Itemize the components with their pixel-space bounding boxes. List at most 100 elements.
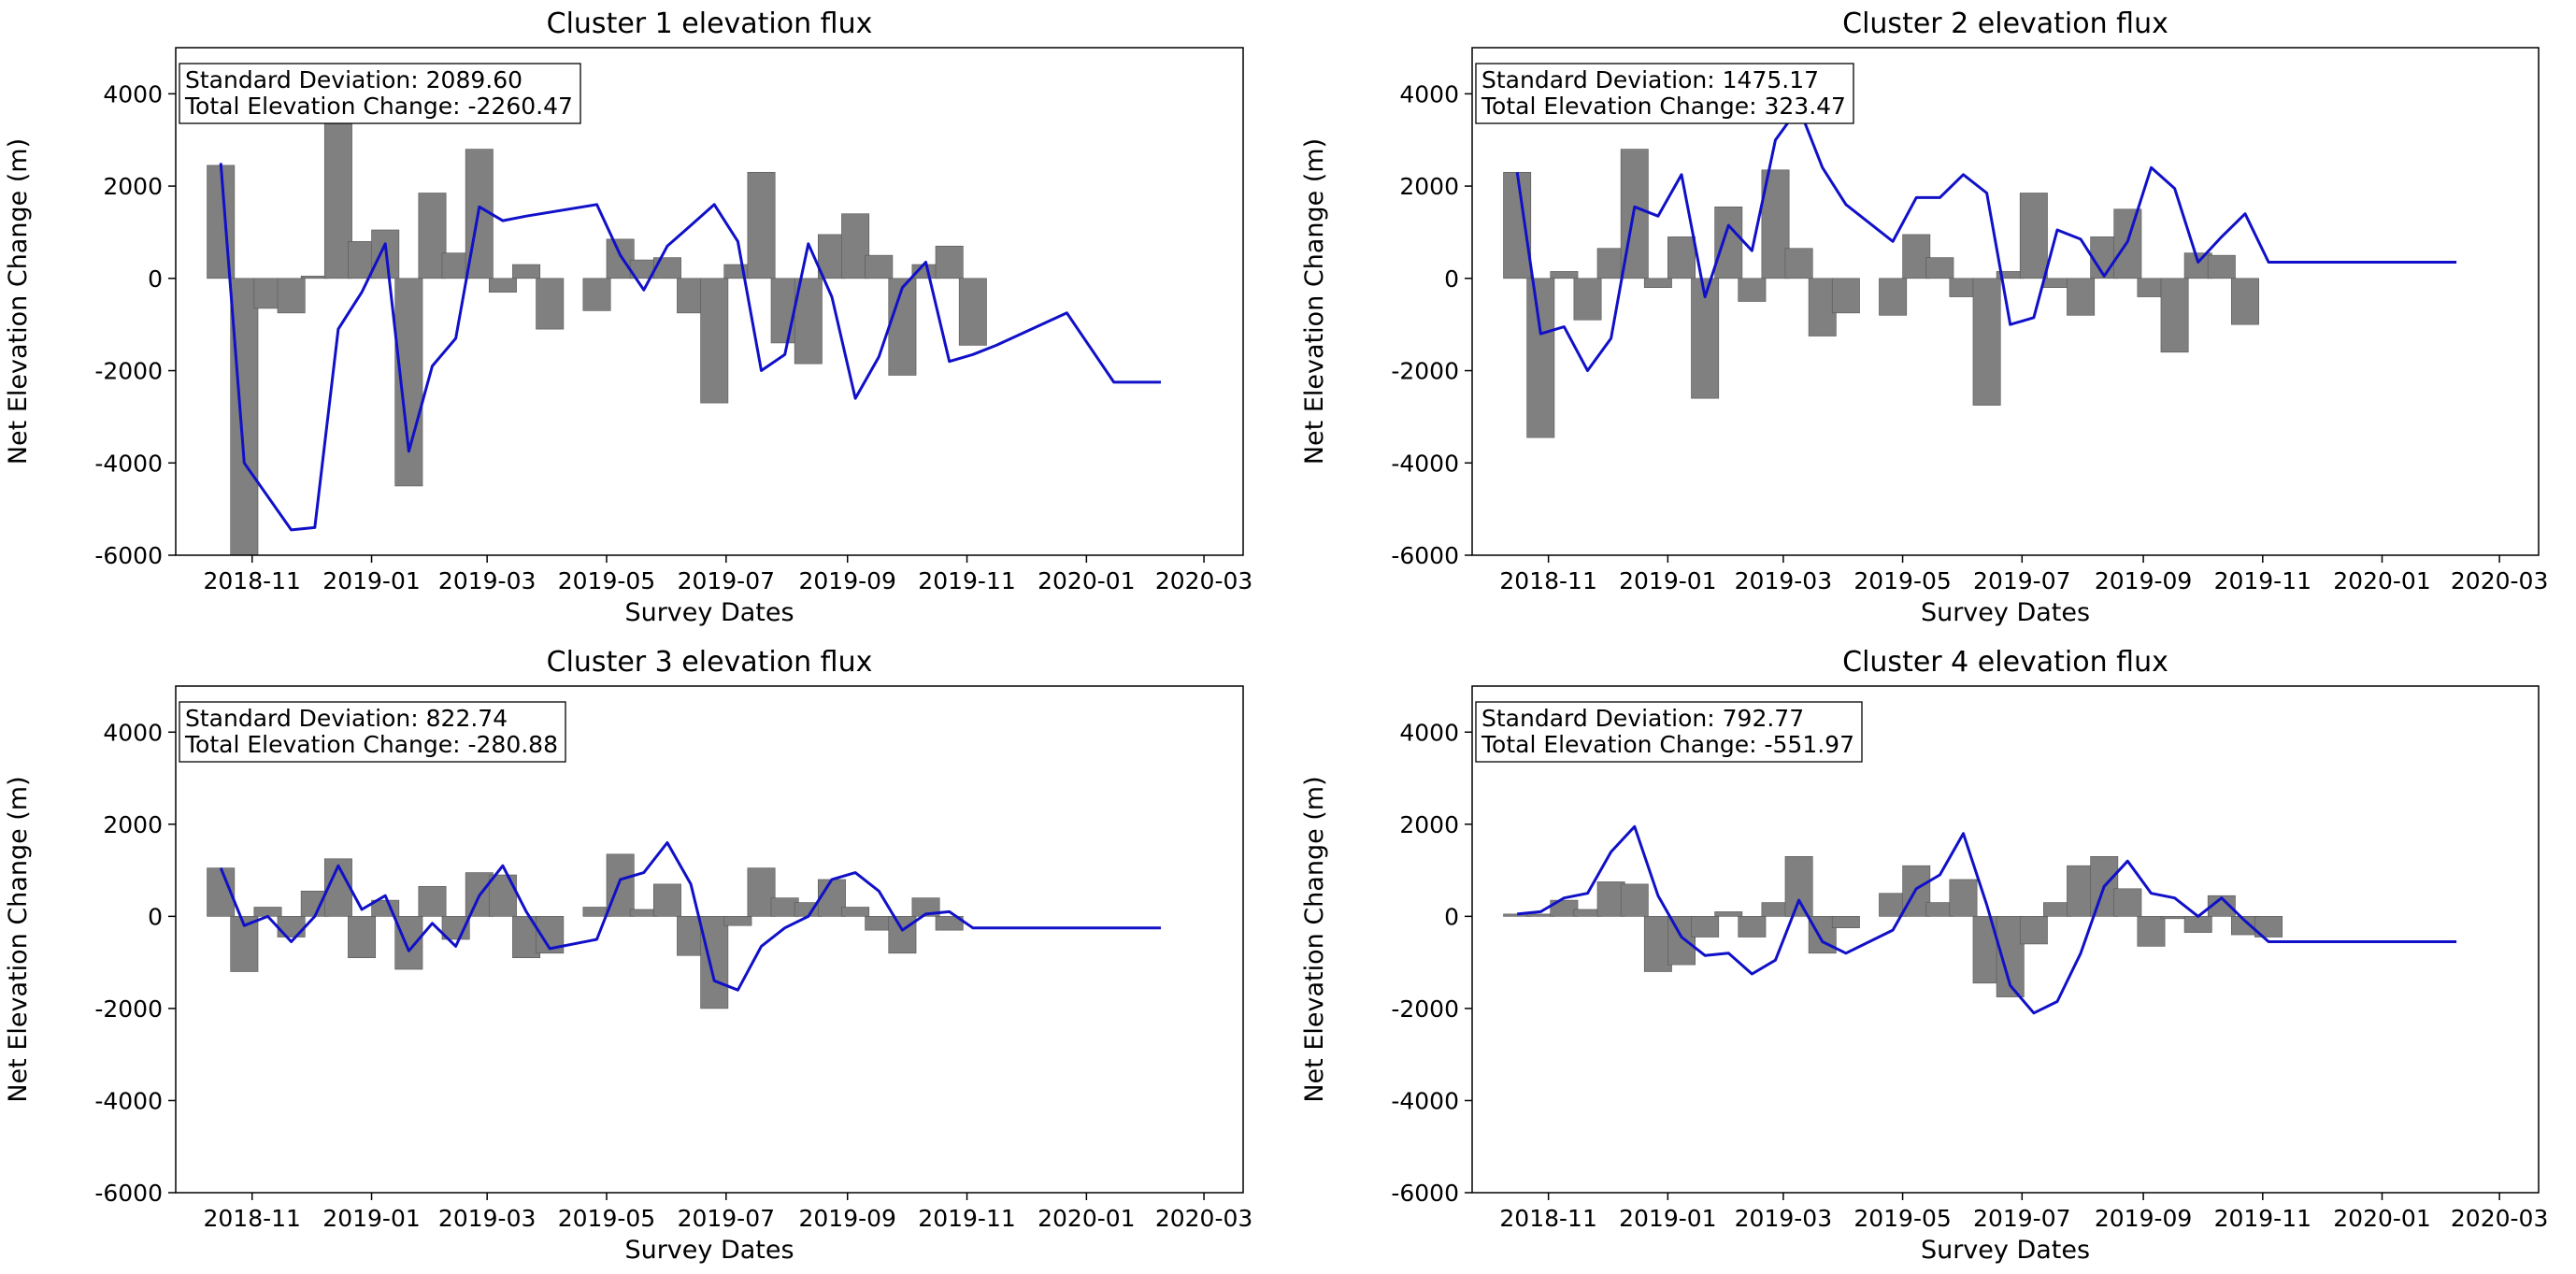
cumulative-line xyxy=(219,163,1161,532)
x-tick-label: 2018-11 xyxy=(203,567,300,594)
x-axis-label: Survey Dates xyxy=(624,1236,794,1265)
x-tick-label: 2019-01 xyxy=(1619,567,1716,594)
bar xyxy=(1831,916,1860,928)
bar xyxy=(1972,916,2001,984)
x-tick-label: 2018-11 xyxy=(1499,1205,1596,1232)
y-tick-label: 0 xyxy=(1444,265,1459,293)
axes-frame xyxy=(1471,47,2540,556)
x-tick-label: 2019-11 xyxy=(2214,1205,2311,1232)
bar xyxy=(2231,278,2259,325)
bar xyxy=(418,193,447,279)
x-tick-label: 2019-03 xyxy=(438,567,536,594)
bar xyxy=(2207,254,2236,279)
chart-cluster-3: Cluster 3 elevation flux -6000 -4000 -2000 0… xyxy=(4,646,1252,1265)
y-tick-label: 0 xyxy=(148,265,163,293)
y-tick-label: -4000 xyxy=(94,1087,163,1114)
bar xyxy=(841,213,870,279)
x-tick-label: 2019-05 xyxy=(1853,567,1951,594)
bar xyxy=(512,916,541,959)
bar xyxy=(2183,252,2212,279)
x-axis-label: Survey Dates xyxy=(1921,1236,2090,1265)
y-tick-label: -2000 xyxy=(1391,358,1459,385)
x-tick-label: 2020-03 xyxy=(2451,1205,2548,1232)
y-tick-label: 2000 xyxy=(103,811,163,838)
y-tick-label: 0 xyxy=(148,903,163,930)
y-tick-label: -2000 xyxy=(94,995,163,1023)
bar xyxy=(1808,278,1837,336)
y-tick-label: 2000 xyxy=(1399,811,1459,838)
bar xyxy=(1972,278,2001,406)
bar xyxy=(1784,248,1813,279)
y-tick-label: 2000 xyxy=(103,173,163,200)
bar xyxy=(1526,278,1555,438)
chart-cluster-2: Cluster 2 elevation flux -6000 -4000 -2000 0… xyxy=(1300,7,2548,627)
bar xyxy=(277,278,306,314)
chart-title: Cluster 1 elevation flux xyxy=(547,7,873,40)
x-tick-label: 2020-01 xyxy=(2333,1205,2430,1232)
bar-series xyxy=(1503,149,2259,438)
cumulative-line xyxy=(219,841,1161,992)
bar xyxy=(2113,888,2142,917)
bar xyxy=(723,916,752,926)
bar xyxy=(1879,278,1908,316)
bar xyxy=(817,234,846,279)
chart-title: Cluster 3 elevation flux xyxy=(547,646,873,679)
std-dev-text: Standard Deviation: 792.77 xyxy=(1481,705,1804,732)
bar xyxy=(1550,271,1579,279)
bar xyxy=(1643,278,1672,288)
chart-cluster-1: Cluster 1 elevation flux -6000 -4000 -2000 0… xyxy=(4,7,1252,627)
bar xyxy=(348,916,377,959)
bar xyxy=(253,907,282,917)
x-tick-label: 2019-03 xyxy=(1735,567,1832,594)
bar xyxy=(1902,234,1931,279)
bar xyxy=(1620,883,1649,917)
x-tick-label: 2019-05 xyxy=(558,567,655,594)
y-tick-label: -4000 xyxy=(1391,1087,1459,1114)
cumulative-line xyxy=(1515,106,2457,372)
annotation-box xyxy=(1475,63,1854,124)
cumulative-line xyxy=(1517,824,2457,1015)
x-tick-label: 2019-05 xyxy=(558,1205,655,1232)
y-tick-label: -6000 xyxy=(1391,1180,1459,1207)
y-tick-label: 2000 xyxy=(1399,173,1459,200)
bar xyxy=(1691,278,1720,399)
bar xyxy=(2160,278,2189,353)
total-change-text: Total Elevation Change: -551.97 xyxy=(1481,731,1854,758)
bar xyxy=(1503,171,1532,279)
y-axis-label: Net Elevation Change (m) xyxy=(4,138,33,465)
total-change-text: Total Elevation Change: -280.88 xyxy=(184,731,558,758)
x-tick-label: 2020-03 xyxy=(1155,567,1252,594)
bar xyxy=(488,278,517,293)
x-tick-label: 2019-03 xyxy=(438,1205,536,1232)
x-tick-label: 2019-07 xyxy=(678,567,775,594)
axes-frame xyxy=(175,685,1244,1194)
x-tick-label: 2019-07 xyxy=(678,1205,775,1232)
bar xyxy=(1949,879,1978,917)
bar xyxy=(277,916,306,938)
bar xyxy=(441,252,470,279)
x-tick-label: 2019-03 xyxy=(1735,1205,1832,1232)
bar xyxy=(747,867,776,917)
std-dev-text: Standard Deviation: 1475.17 xyxy=(1481,66,1819,93)
bar xyxy=(1714,911,1743,917)
axes-frame xyxy=(175,47,1244,556)
bar xyxy=(394,278,423,487)
y-tick-label: -2000 xyxy=(1391,995,1459,1023)
x-tick-label: 2020-03 xyxy=(2451,567,2548,594)
bar xyxy=(652,883,681,917)
x-tick-label: 2019-09 xyxy=(798,567,895,594)
y-tick-label: 4000 xyxy=(103,80,163,107)
x-tick-label: 2019-09 xyxy=(2095,1205,2192,1232)
bar xyxy=(2019,916,2048,945)
bar xyxy=(1784,856,1813,917)
x-tick-label: 2019-11 xyxy=(2214,567,2311,594)
bar xyxy=(652,257,681,279)
bar xyxy=(1691,916,1720,938)
bar xyxy=(865,254,894,279)
y-tick-label: 4000 xyxy=(103,719,163,746)
x-tick-label: 2020-01 xyxy=(1038,567,1135,594)
y-axis-label: Net Elevation Change (m) xyxy=(1300,138,1329,465)
y-tick-label: -6000 xyxy=(94,1180,163,1207)
